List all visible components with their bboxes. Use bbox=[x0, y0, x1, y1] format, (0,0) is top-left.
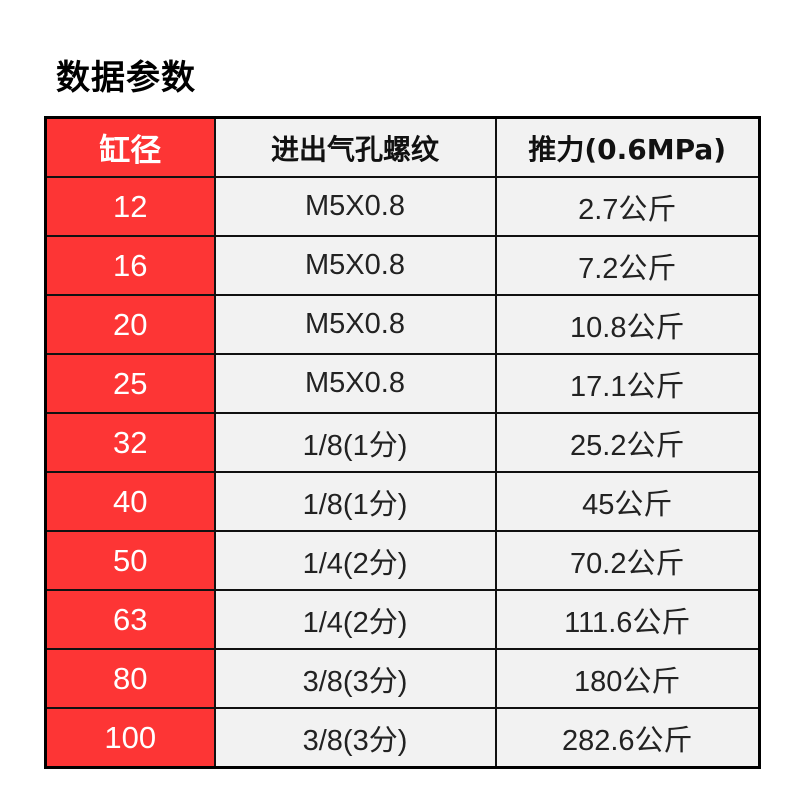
table-row: 16 M5X0.8 7.2公斤 bbox=[44, 235, 761, 296]
thread-cell: 1/4(2分) bbox=[213, 530, 497, 591]
header-thread: 进出气孔螺纹 bbox=[213, 116, 497, 178]
thread-cell: 1/8(1分) bbox=[213, 471, 497, 532]
header-thrust: 推力(0.6MPa) bbox=[494, 116, 761, 178]
table-row: 80 3/8(3分) 180公斤 bbox=[44, 648, 761, 709]
table-row: 25 M5X0.8 17.1公斤 bbox=[44, 353, 761, 414]
thread-cell: 3/8(3分) bbox=[213, 648, 497, 709]
table-row: 100 3/8(3分) 282.6公斤 bbox=[44, 707, 761, 769]
table-row: 20 M5X0.8 10.8公斤 bbox=[44, 294, 761, 355]
bore-cell: 80 bbox=[44, 648, 216, 709]
bore-cell: 12 bbox=[44, 176, 216, 237]
bore-cell: 32 bbox=[44, 412, 216, 473]
thrust-cell: 17.1公斤 bbox=[494, 353, 761, 414]
thread-cell: 1/4(2分) bbox=[213, 589, 497, 650]
bore-cell: 50 bbox=[44, 530, 216, 591]
table-row: 32 1/8(1分) 25.2公斤 bbox=[44, 412, 761, 473]
header-bore: 缸径 bbox=[44, 116, 216, 178]
spec-table: 缸径 进出气孔螺纹 推力(0.6MPa) 12 M5X0.8 2.7公斤 16 … bbox=[44, 116, 761, 769]
table-row: 40 1/8(1分) 45公斤 bbox=[44, 471, 761, 532]
thread-cell: M5X0.8 bbox=[213, 176, 497, 237]
thrust-cell: 111.6公斤 bbox=[494, 589, 761, 650]
thread-cell: 3/8(3分) bbox=[213, 707, 497, 769]
thrust-cell: 45公斤 bbox=[494, 471, 761, 532]
thrust-cell: 10.8公斤 bbox=[494, 294, 761, 355]
bore-cell: 20 bbox=[44, 294, 216, 355]
table-header-row: 缸径 进出气孔螺纹 推力(0.6MPa) bbox=[44, 116, 761, 178]
bore-cell: 63 bbox=[44, 589, 216, 650]
bore-cell: 40 bbox=[44, 471, 216, 532]
thread-cell: M5X0.8 bbox=[213, 353, 497, 414]
bore-cell: 100 bbox=[44, 707, 216, 769]
thrust-cell: 180公斤 bbox=[494, 648, 761, 709]
thrust-cell: 2.7公斤 bbox=[494, 176, 761, 237]
thread-cell: 1/8(1分) bbox=[213, 412, 497, 473]
thrust-cell: 25.2公斤 bbox=[494, 412, 761, 473]
thread-cell: M5X0.8 bbox=[213, 235, 497, 296]
bore-cell: 16 bbox=[44, 235, 216, 296]
thrust-cell: 7.2公斤 bbox=[494, 235, 761, 296]
table-row: 12 M5X0.8 2.7公斤 bbox=[44, 176, 761, 237]
thrust-cell: 70.2公斤 bbox=[494, 530, 761, 591]
bore-cell: 25 bbox=[44, 353, 216, 414]
thread-cell: M5X0.8 bbox=[213, 294, 497, 355]
thrust-cell: 282.6公斤 bbox=[494, 707, 761, 769]
table-row: 50 1/4(2分) 70.2公斤 bbox=[44, 530, 761, 591]
table-row: 63 1/4(2分) 111.6公斤 bbox=[44, 589, 761, 650]
page-title: 数据参数 bbox=[56, 58, 196, 98]
